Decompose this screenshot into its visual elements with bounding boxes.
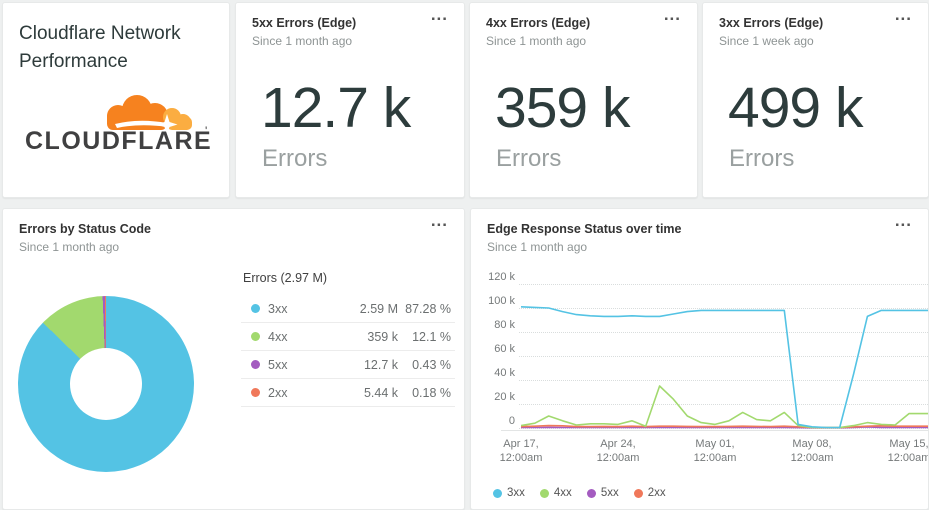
card-menu-icon[interactable]: ... xyxy=(894,211,912,230)
x-tick-label: May 01, 12:00am xyxy=(693,438,737,464)
legend-label: 4xx xyxy=(268,329,288,344)
card-menu-icon[interactable]: ... xyxy=(430,211,448,230)
gridline xyxy=(519,332,928,333)
stat-value: 499 k xyxy=(728,76,863,140)
stat-unit-label: Errors xyxy=(729,145,795,172)
gridline xyxy=(519,356,928,357)
3xx-color-dot xyxy=(493,488,502,498)
time-series-chart[interactable] xyxy=(521,276,929,436)
card-menu-icon[interactable]: ... xyxy=(894,5,912,24)
card-menu-icon[interactable]: ... xyxy=(430,5,448,24)
cloudflare-logo: CLOUDFLARE ' xyxy=(19,83,217,159)
legend-row-5xx[interactable]: 5xx 12.7 k 0.43 % xyxy=(241,351,455,379)
legend-row-4xx[interactable]: 4xx 359 k 12.1 % xyxy=(241,323,455,351)
svg-text:': ' xyxy=(205,124,207,138)
gridline xyxy=(519,308,928,309)
legend-percent: 0.18 % xyxy=(412,385,451,400)
donut-hole xyxy=(70,348,142,420)
x-tick-label: Apr 17, 12:00am xyxy=(499,438,543,464)
stat-card-4xx-errors: 4xx Errors (Edge) Since 1 month ago ... … xyxy=(469,2,698,198)
legend-label: 5xx xyxy=(600,487,619,499)
stat-unit-label: Errors xyxy=(262,145,328,172)
x-axis-line xyxy=(501,430,928,431)
donut-legend-title: Errors (2.97 M) xyxy=(243,271,328,285)
stat-card-title: 4xx Errors (Edge) xyxy=(486,16,591,30)
legend-value: 2.59 M xyxy=(359,301,398,316)
stat-card-subtitle: Since 1 month ago xyxy=(252,34,353,48)
legend-label: 4xx xyxy=(553,487,572,499)
gridline xyxy=(519,404,928,405)
gridline xyxy=(519,380,928,381)
cloudflare-wordmark: CLOUDFLARE xyxy=(25,127,212,155)
legend-label: 3xx xyxy=(507,487,525,499)
gridline xyxy=(519,284,928,285)
series-line-4xx xyxy=(521,385,928,429)
panel-title: Edge Response Status over time xyxy=(487,222,682,236)
legend-label: 2xx xyxy=(268,385,288,400)
legend-item-3xx[interactable]: 3xx xyxy=(493,487,525,499)
panel-subtitle: Since 1 month ago xyxy=(19,240,120,254)
stat-card-title: 5xx Errors (Edge) xyxy=(252,16,357,30)
5xx-color-dot xyxy=(251,360,260,369)
y-tick-label: 0 xyxy=(508,415,515,427)
errors-by-status-code-panel: Errors by Status Code Since 1 month ago … xyxy=(2,208,465,510)
series-line-3xx xyxy=(521,306,928,429)
4xx-color-dot xyxy=(539,488,549,498)
status-code-donut-chart[interactable] xyxy=(18,296,194,472)
y-tick-label: 80 k xyxy=(494,319,515,331)
y-tick-label: 20 k xyxy=(494,391,515,403)
2xx-color-dot xyxy=(633,488,643,498)
y-tick-label: 40 k xyxy=(494,367,515,379)
legend-percent: 87.28 % xyxy=(405,301,451,316)
stat-card-3xx-errors: 3xx Errors (Edge) Since 1 week ago ... 4… xyxy=(702,2,929,198)
legend-value: 12.7 k xyxy=(363,357,398,372)
stat-value: 359 k xyxy=(495,76,630,140)
y-tick-label: 100 k xyxy=(488,295,515,307)
legend-value: 359 k xyxy=(367,329,398,344)
legend-value: 5.44 k xyxy=(363,385,398,400)
stat-card-subtitle: Since 1 month ago xyxy=(486,34,587,48)
legend-percent: 0.43 % xyxy=(412,357,451,372)
cloudflare-logo-image: CLOUDFLARE ' xyxy=(25,95,212,155)
x-tick-label: Apr 24, 12:00am xyxy=(596,438,640,464)
3xx-color-dot xyxy=(251,304,260,313)
stat-unit-label: Errors xyxy=(496,145,562,172)
series-line-2xx xyxy=(521,424,928,429)
legend-item-4xx[interactable]: 4xx xyxy=(539,487,572,499)
legend-item-2xx[interactable]: 2xx xyxy=(633,487,666,499)
5xx-color-dot xyxy=(586,488,596,498)
dashboard-title-card: Cloudflare Network Performance CLOUDFLAR… xyxy=(2,2,230,198)
legend-label: 2xx xyxy=(647,487,666,499)
legend-label: 3xx xyxy=(268,301,288,316)
legend-label: 5xx xyxy=(268,357,288,372)
gridline xyxy=(519,428,928,429)
x-tick-label: May 15, 12:00am xyxy=(887,438,929,464)
legend-item-5xx[interactable]: 5xx xyxy=(586,487,619,499)
y-tick-label: 120 k xyxy=(488,271,515,283)
x-tick-label: May 08, 12:00am xyxy=(790,438,834,464)
stat-card-subtitle: Since 1 week ago xyxy=(719,34,814,48)
line-chart-legend: 3xx 4xx 5xx 2xx xyxy=(493,487,666,499)
page-title: Cloudflare Network Performance xyxy=(19,23,181,72)
panel-subtitle: Since 1 month ago xyxy=(487,240,588,254)
panel-title: Errors by Status Code xyxy=(19,222,151,236)
legend-row-2xx[interactable]: 2xx 5.44 k 0.18 % xyxy=(241,379,455,407)
legend-percent: 12.1 % xyxy=(412,329,451,344)
stat-card-title: 3xx Errors (Edge) xyxy=(719,16,824,30)
legend-row-3xx[interactable]: 3xx 2.59 M 87.28 % xyxy=(241,295,455,323)
4xx-color-dot xyxy=(251,332,260,341)
2xx-color-dot xyxy=(251,388,260,397)
stat-value: 12.7 k xyxy=(261,76,411,140)
stat-card-5xx-errors: 5xx Errors (Edge) Since 1 month ago ... … xyxy=(235,2,465,198)
edge-response-status-panel: Edge Response Status over time Since 1 m… xyxy=(470,208,929,510)
y-tick-label: 60 k xyxy=(494,343,515,355)
donut-legend-table: Errors (2.97 M) 3xx 2.59 M 87.28 % 4xx 3… xyxy=(241,271,455,407)
card-menu-icon[interactable]: ... xyxy=(663,5,681,24)
